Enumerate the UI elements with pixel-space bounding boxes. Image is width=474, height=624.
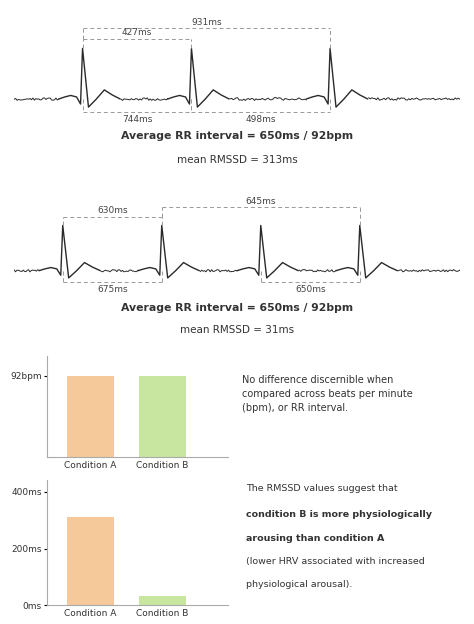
Bar [67, 517, 114, 605]
Text: The RMSSD values suggest that: The RMSSD values suggest that [246, 484, 398, 493]
Text: condition B is more physiologically: condition B is more physiologically [246, 510, 432, 519]
Text: 645ms: 645ms [246, 197, 276, 206]
Text: 931ms: 931ms [191, 17, 222, 27]
Bar [67, 376, 114, 457]
Text: mean RMSSD = 31ms: mean RMSSD = 31ms [180, 325, 294, 335]
Bar [139, 597, 186, 605]
Text: (lower HRV associated with increased: (lower HRV associated with increased [246, 557, 425, 567]
Bar [139, 376, 186, 457]
Text: No difference discernible when
compared across beats per minute
(bpm), or RR int: No difference discernible when compared … [242, 375, 412, 413]
Text: Average RR interval = 650ms / 92bpm: Average RR interval = 650ms / 92bpm [121, 303, 353, 313]
Text: 744ms: 744ms [122, 115, 152, 124]
Text: 630ms: 630ms [97, 207, 128, 215]
Text: 675ms: 675ms [97, 285, 128, 294]
Text: Average RR interval = 650ms / 92bpm: Average RR interval = 650ms / 92bpm [121, 130, 353, 141]
Text: 650ms: 650ms [295, 285, 326, 294]
Text: physiological arousal).: physiological arousal). [246, 580, 353, 588]
Text: arousing than condition A: arousing than condition A [246, 534, 384, 543]
Text: 427ms: 427ms [122, 28, 152, 37]
Text: 498ms: 498ms [246, 115, 276, 124]
Text: mean RMSSD = 313ms: mean RMSSD = 313ms [177, 155, 297, 165]
